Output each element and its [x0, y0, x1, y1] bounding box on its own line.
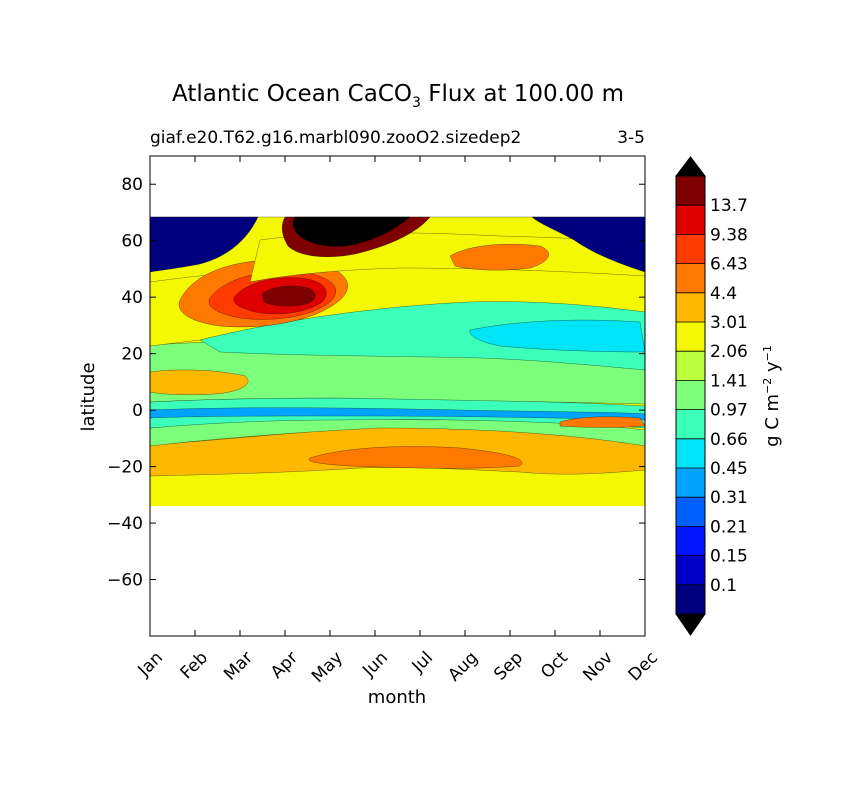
x-tick-label: Feb	[177, 648, 212, 683]
y-tick-label: −40	[107, 514, 143, 534]
colorbar-tick-label: 4.4	[710, 284, 737, 304]
colorbar-swatch	[676, 584, 705, 615]
colorbar-swatch	[676, 526, 705, 556]
colorbar-tick-label: 0.1	[710, 576, 737, 596]
colorbar-tick-label: 13.7	[710, 196, 748, 216]
x-tick-label: Jan	[134, 648, 167, 681]
colorbar-frame	[675, 175, 706, 615]
colorbar-swatch	[676, 438, 705, 469]
colorbar-tick-label: 0.21	[710, 517, 748, 537]
x-tick-labels: Jan Feb Mar Apr May Jun Jul Aug Sep Oct Nov Dec	[134, 648, 662, 687]
y-tick-label: −60	[107, 571, 143, 591]
contour-region-may-bloom-core	[292, 216, 411, 247]
chart-title: Atlantic Ocean CaCO3 Flux at 100.00 m	[172, 81, 624, 111]
x-tick-label: Nov	[579, 648, 617, 686]
colorbar-label: g C m−2 y−1	[761, 345, 783, 447]
contour-region-subpolar-winter-east	[531, 216, 645, 273]
chart-subtitle-left: giaf.e20.T62.g16.marbl090.zooO2.sizedep2	[150, 128, 521, 148]
colorbar-swatch	[676, 497, 705, 527]
colorbar-swatch	[676, 292, 705, 323]
contour-region-spring-bloom-core	[261, 285, 316, 307]
contour-field	[150, 216, 645, 507]
contour-region-south-core	[308, 446, 523, 469]
colorbar-tick-label: 0.15	[710, 547, 748, 567]
colorbar-swatch	[676, 234, 705, 264]
x-tick-label: Oct	[537, 648, 572, 683]
y-tick-labels: 80 60 40 20 0 −20 −40 −60	[107, 175, 143, 590]
colorbar-tick-label: 0.97	[710, 401, 748, 421]
chart-subtitle-right: 3-5	[617, 128, 645, 148]
colorbar-tick-label: 6.43	[710, 255, 748, 275]
y-tick-label: 60	[121, 232, 143, 252]
contour-region-subpolar-winter-west	[150, 216, 259, 273]
contour-region-subtropical-north-inner	[469, 319, 645, 353]
colorbar-swatch	[676, 263, 705, 294]
y-tick-label: 0	[132, 401, 143, 421]
colorbar-tick-label: 9.38	[710, 225, 748, 245]
colorbar-under-triangle	[675, 613, 706, 636]
colorbar-swatch	[676, 409, 705, 440]
colorbar-swatch	[676, 351, 705, 381]
colorbar-tick-label: 0.45	[710, 459, 748, 479]
colorbar-swatch	[676, 205, 705, 235]
colorbar-swatch	[676, 322, 705, 352]
colorbar-over-triangle	[674, 156, 707, 177]
y-tick-label: 20	[121, 345, 143, 365]
colorbar-swatch	[676, 468, 705, 498]
x-tick-label: Sep	[490, 648, 527, 685]
colorbar-tick-label: 0.31	[710, 488, 748, 508]
x-tick-label: Apr	[267, 648, 302, 683]
x-axis-label: month	[368, 687, 426, 708]
y-axis-label: latitude	[78, 362, 99, 431]
x-tick-label: Mar	[220, 648, 257, 685]
contour-region-sep-patch	[449, 243, 549, 271]
colorbar	[674, 156, 707, 636]
contour-region-tropical-north-west	[150, 369, 249, 396]
colorbar-swatch	[676, 555, 705, 586]
x-tick-label: Dec	[625, 648, 662, 685]
x-tick-label: May	[308, 648, 347, 687]
plot-frame	[149, 155, 646, 637]
x-tick-label: Aug	[444, 648, 482, 686]
colorbar-swatch	[676, 380, 705, 410]
axis-ticks	[149, 156, 646, 636]
colorbar-tick-label: 2.06	[710, 342, 748, 362]
y-tick-label: 40	[121, 288, 143, 308]
x-tick-label: Jul	[408, 648, 437, 677]
colorbar-tick-label: 0.66	[710, 430, 748, 450]
colorbar-tick-labels: 0.1 0.15 0.21 0.31 0.45 0.66 0.97 1.41 2.06 3.01 4…	[710, 196, 748, 596]
contour-region-equatorial-thin-band	[150, 407, 645, 421]
colorbar-tick-label: 1.41	[710, 371, 748, 391]
y-tick-label: −20	[107, 458, 143, 478]
colorbar-swatch	[676, 176, 705, 206]
x-tick-label: Jun	[358, 648, 392, 682]
colorbar-tick-label: 3.01	[710, 313, 748, 333]
y-tick-label: 80	[121, 175, 143, 195]
